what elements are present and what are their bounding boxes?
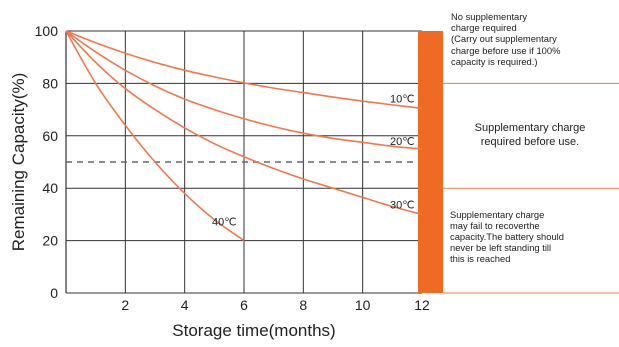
y-tick-label: 0 <box>50 285 58 301</box>
tick-labels: 2 4 6 8 10 12 0 20 40 60 80 100 <box>35 23 430 313</box>
y-tick-label: 80 <box>42 75 58 91</box>
y-axis-label: Remaining Capacity(%) <box>9 73 28 252</box>
zone-note-no-charge: No supplementary charge required (Carry … <box>451 11 616 67</box>
zone-note-line: capacity.The battery should <box>450 231 615 242</box>
x-tick-label: 4 <box>181 297 189 313</box>
x-tick-label: 6 <box>240 297 248 313</box>
x-axis-label: Storage time(months) <box>172 321 335 340</box>
zone-note-line: may fail to recoverthe <box>450 220 615 231</box>
zone-note-may-fail: Supplementary charge may fail to recover… <box>450 209 615 264</box>
y-tick-label: 60 <box>42 128 58 144</box>
zone-note-line: charge before use if 100% <box>451 45 616 56</box>
zone-note-line: this is reached <box>450 253 615 264</box>
series-label: 30℃ <box>390 199 415 211</box>
zone-note-line: capacity is required.) <box>451 56 616 67</box>
series-label: 40℃ <box>212 217 237 229</box>
x-tick-label: 2 <box>121 297 129 313</box>
series-label: 20℃ <box>390 136 415 148</box>
zone-note-line: required before use. <box>450 136 610 150</box>
zone-note-charge-required: Supplementary charge required before use… <box>450 122 610 149</box>
x-tick-label: 8 <box>299 297 307 313</box>
y-tick-label: 40 <box>42 180 58 196</box>
y-tick-label: 100 <box>35 23 59 39</box>
zone-note-line: Supplementary charge <box>450 209 615 220</box>
zone-note-line: (Carry out supplementary <box>451 33 616 44</box>
x-tick-label: 12 <box>414 297 430 313</box>
zone-note-line: charge required <box>451 22 616 33</box>
zone-note-line: Supplementary charge <box>450 122 610 136</box>
zone-bar <box>418 31 443 293</box>
y-tick-label: 20 <box>42 233 58 249</box>
zone-note-line: No supplementary <box>451 11 616 22</box>
zone-note-line: never be left standing till <box>450 242 615 253</box>
series-label: 10℃ <box>390 93 415 105</box>
grid <box>66 31 422 293</box>
x-tick-label: 10 <box>355 297 371 313</box>
